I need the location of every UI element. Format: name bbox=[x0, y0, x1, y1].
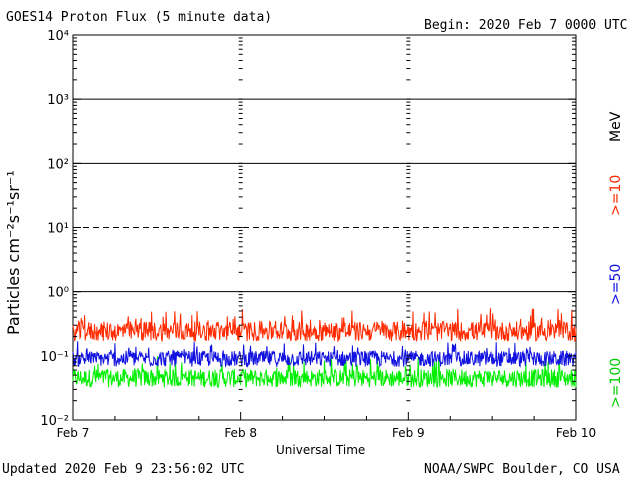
legend-series-50: >=50 bbox=[608, 263, 624, 305]
series-line-50 bbox=[72, 341, 577, 369]
y-tick-label: 10² bbox=[47, 157, 69, 172]
legend-series-100: >=100 bbox=[608, 357, 624, 408]
x-tick-label: Feb 9 bbox=[392, 426, 425, 440]
x-tick-label: Feb 7 bbox=[57, 426, 90, 440]
y-tick-label: 10⁰ bbox=[47, 286, 69, 301]
series-line-10 bbox=[72, 308, 577, 343]
x-tick-label: Feb 8 bbox=[224, 426, 257, 440]
chart-title: GOES14 Proton Flux (5 minute data) bbox=[6, 10, 273, 25]
x-axis-label: Universal Time bbox=[276, 443, 366, 457]
series-line-100 bbox=[72, 355, 577, 389]
y-tick-label: 10⁴ bbox=[47, 29, 69, 44]
energy-unit-label: MeV bbox=[608, 111, 624, 142]
updated-time: Updated 2020 Feb 9 23:56:02 UTC bbox=[2, 462, 245, 477]
source-credit: NOAA/SWPC Boulder, CO USA bbox=[424, 462, 620, 477]
y-tick-label: 10⁻¹ bbox=[40, 350, 69, 365]
y-tick-label: 10³ bbox=[47, 93, 69, 108]
x-tick-label: Feb 10 bbox=[556, 426, 596, 440]
legend-series-10: >=10 bbox=[608, 174, 624, 216]
begin-time: Begin: 2020 Feb 7 0000 UTC bbox=[424, 18, 628, 33]
y-tick-label: 10¹ bbox=[47, 222, 69, 237]
y-tick-label: 10⁻² bbox=[40, 414, 69, 429]
y-axis-label: Particles cm⁻²s⁻¹sr⁻¹ bbox=[4, 170, 23, 335]
